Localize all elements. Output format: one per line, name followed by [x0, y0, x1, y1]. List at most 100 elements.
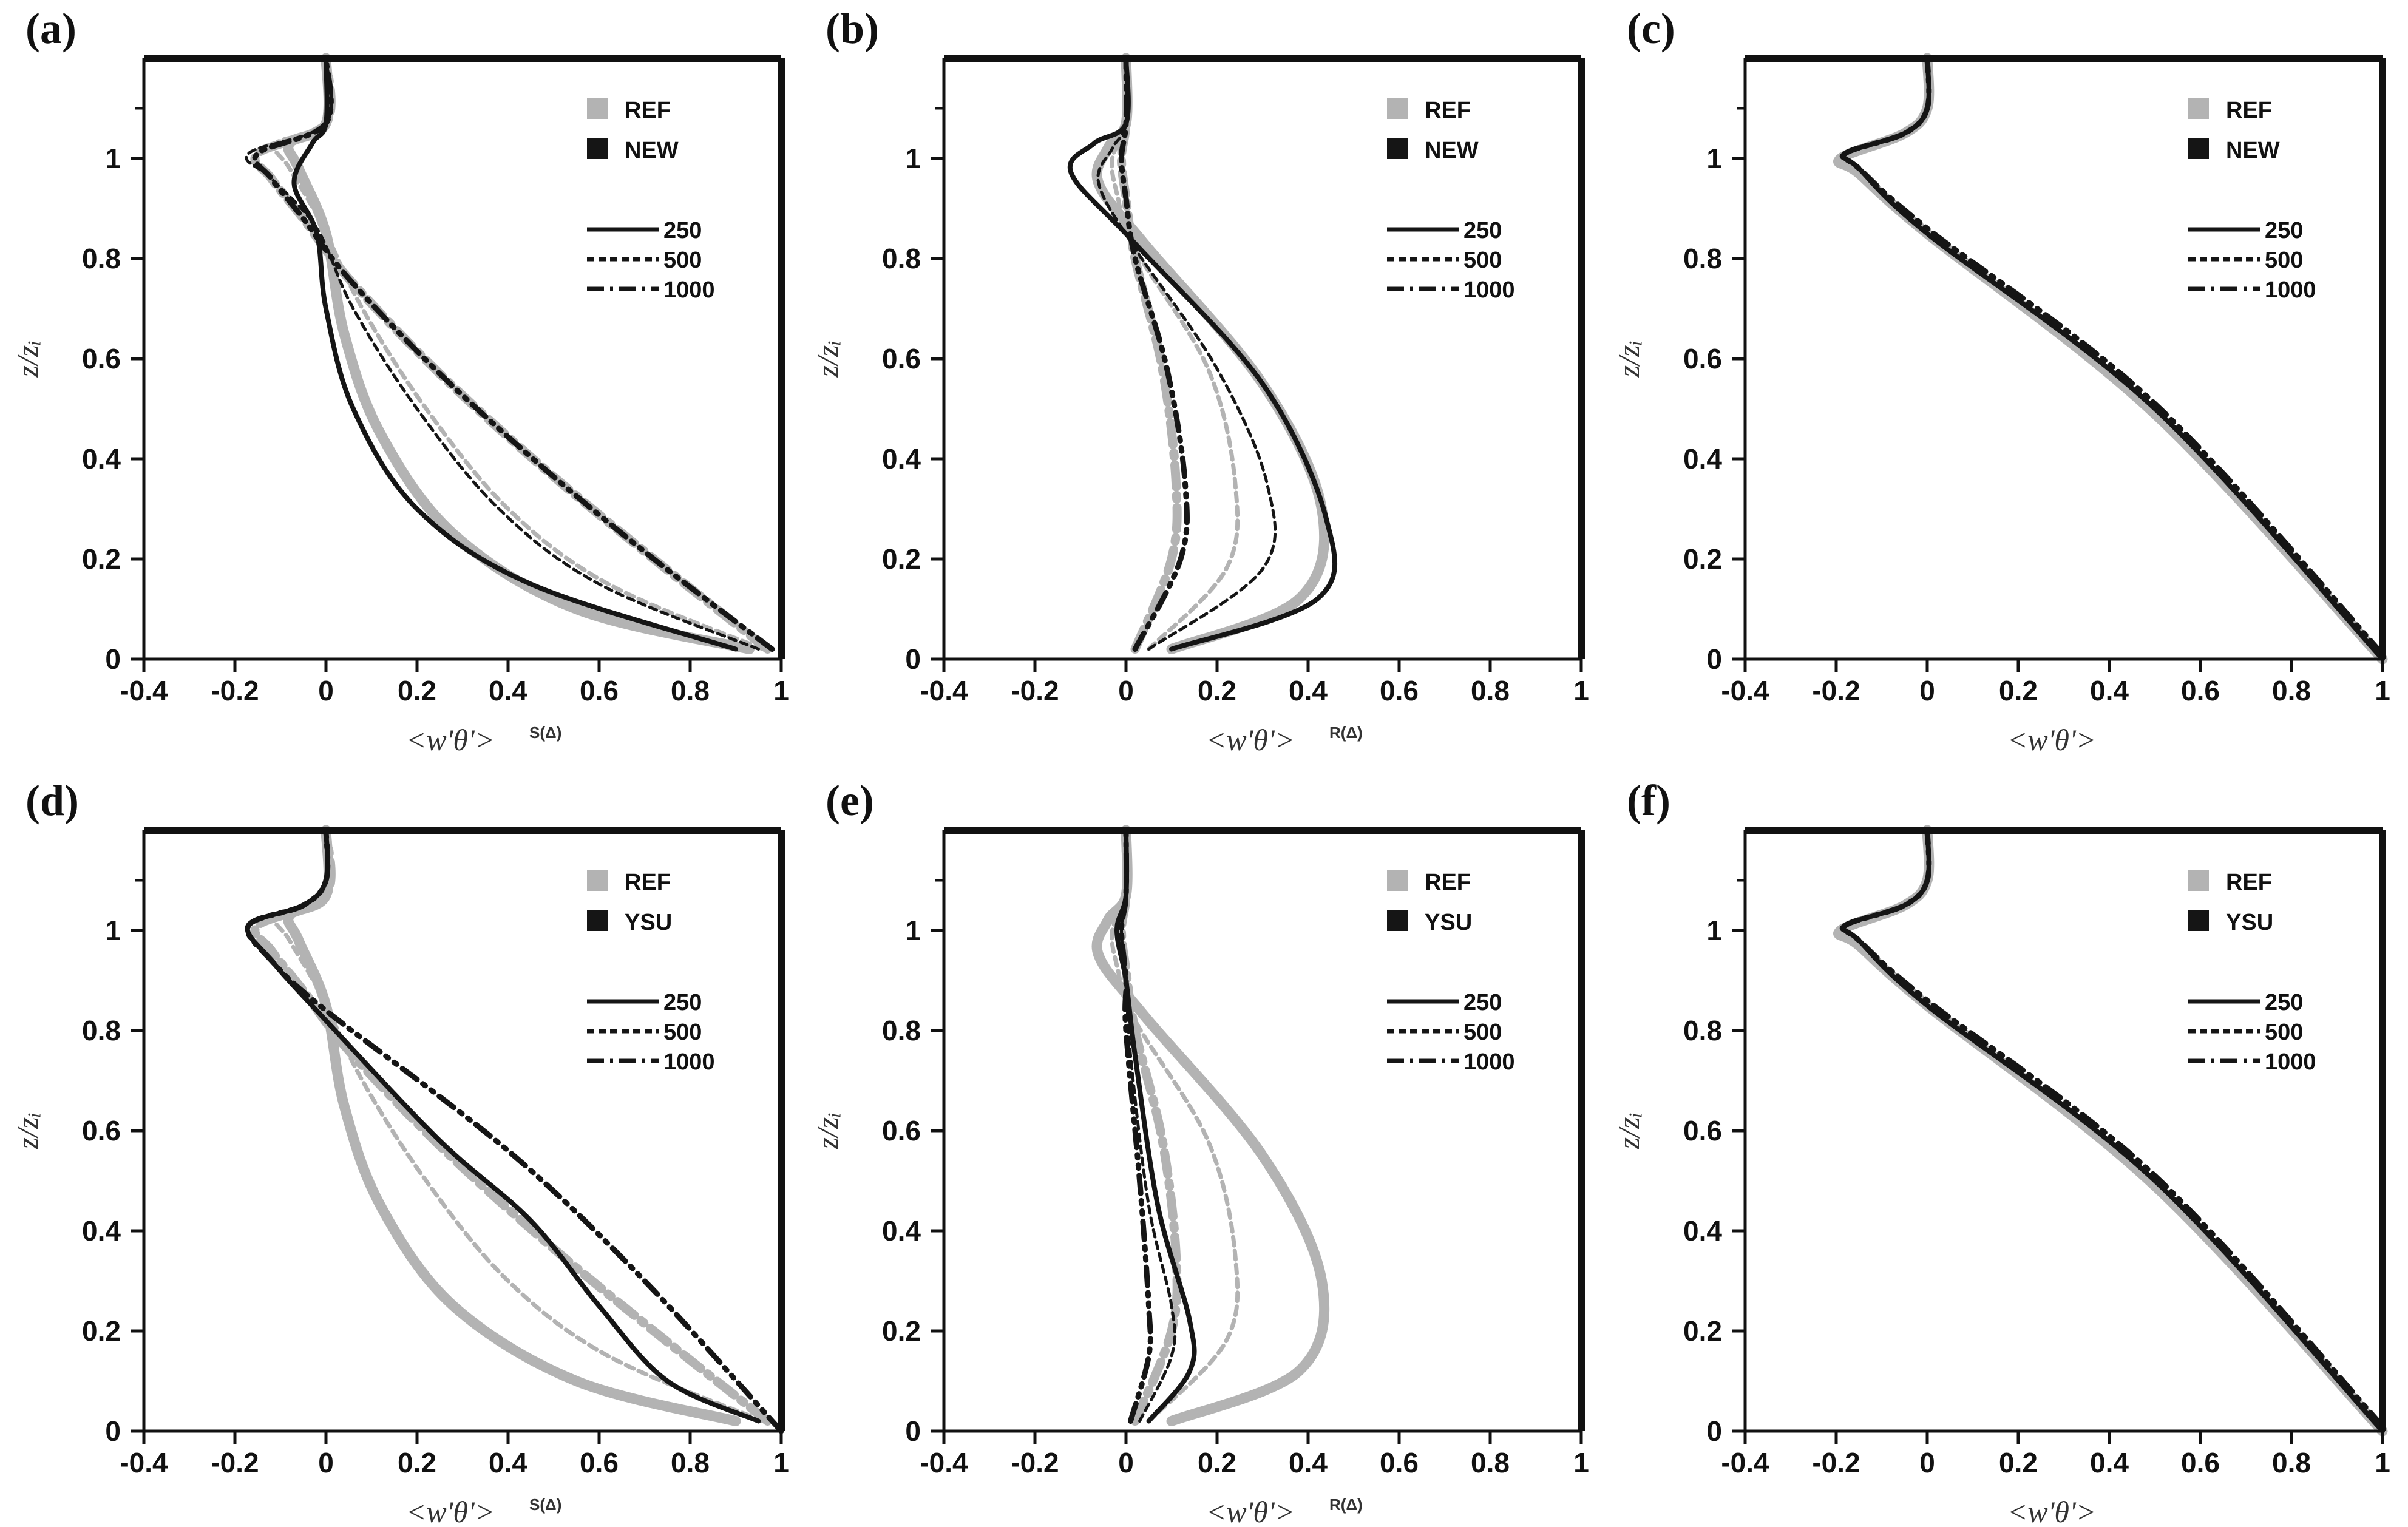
legend-label-ref: REF [2226, 870, 2272, 895]
x-tick-label: 0.6 [1380, 1447, 1419, 1478]
series-line-ref-250 [283, 53, 755, 654]
legend-label-500: 500 [1463, 1020, 1502, 1045]
x-tick-label: 0.2 [1999, 1447, 2038, 1478]
series-line-new-1000 [1839, 827, 2386, 1429]
y-tick-label: 1 [105, 915, 121, 946]
y-axis-title: z/zᵢ [1612, 340, 1646, 378]
x-tick-label: 0.2 [1198, 1447, 1236, 1478]
y-axis-title: z/zᵢ [810, 1112, 844, 1150]
y-tick-label: 0.6 [1683, 343, 1722, 374]
x-tick-label: 0.8 [671, 675, 710, 706]
x-tick-label: -0.2 [1011, 1447, 1059, 1478]
series-line-new-250 [245, 828, 761, 1424]
legend-label-250: 250 [663, 218, 702, 243]
y-tick-label: 0.2 [1683, 1315, 1722, 1347]
y-tick-label: 0.6 [1683, 1115, 1722, 1146]
y-tick-label: 1 [905, 143, 921, 174]
y-tick-label: 0.2 [882, 543, 921, 575]
x-tick-label: 0.2 [1999, 675, 2038, 706]
series-line-ref-1000 [250, 825, 772, 1426]
y-tick-label: 0.8 [882, 1015, 921, 1046]
x-tick-label: -0.4 [120, 675, 168, 706]
series-line-ref-1000 [250, 53, 772, 654]
legend-label-1000: 1000 [1463, 1049, 1515, 1075]
series-line-new-1000 [1119, 55, 1190, 652]
x-axis-title: <w'θ'> [406, 723, 495, 757]
x-tick-label: 1 [1573, 1447, 1589, 1478]
x-tick-label: 0 [318, 675, 334, 706]
series-line-new-500 [1120, 828, 1177, 1423]
legend-label-500: 500 [663, 248, 702, 273]
x-tick-label: 0.6 [2181, 675, 2220, 706]
x-axis-title-superscript: R(Δ) [1329, 1495, 1363, 1514]
series-line-new-250 [291, 56, 738, 652]
x-tick-label: -0.4 [920, 675, 968, 706]
x-tick-label: 0.2 [1198, 675, 1236, 706]
y-tick-label: 0.2 [82, 543, 121, 575]
x-tick-label: 0 [1118, 1447, 1134, 1478]
x-tick-label: 0.4 [2090, 1447, 2129, 1478]
series-line-ref-500 [1110, 56, 1240, 651]
y-tick-label: 0 [105, 1415, 121, 1447]
y-tick-label: 1 [905, 915, 921, 946]
x-tick-label: 0 [318, 1447, 334, 1478]
y-tick-label: 0 [1706, 643, 1722, 675]
series-line-new-250 [1840, 56, 2385, 662]
legend-label-250: 250 [2265, 218, 2303, 243]
x-axis-title: <w'θ'> [2007, 723, 2097, 757]
legend-label-ref: REF [2226, 98, 2272, 123]
x-tick-label: 0.4 [1289, 675, 1328, 706]
x-tick-label: -0.4 [1721, 675, 1769, 706]
legend-label-ref: REF [625, 98, 671, 123]
legend-label-ref: REF [1425, 870, 1471, 895]
panel-label: (f) [1627, 776, 1670, 825]
x-tick-label: 1 [1573, 675, 1589, 706]
x-tick-label: 0.4 [489, 1447, 527, 1478]
legend-label-ref: REF [625, 870, 671, 895]
legend-swatch-new [2188, 910, 2209, 931]
y-axis-title: z/zᵢ [810, 340, 844, 378]
x-tick-label: 0.8 [1471, 675, 1510, 706]
legend-swatch-ref [2188, 870, 2209, 891]
legend-swatch-ref [2188, 98, 2209, 119]
legend-label-new: NEW [1425, 138, 1479, 163]
panel-label: (e) [826, 776, 874, 825]
x-axis-title-superscript: R(Δ) [1329, 723, 1363, 742]
x-tick-label: 0 [1118, 675, 1134, 706]
panel-f: (f) -0.4 -0.2 0 0.2 0.4 0.6 0.8 1 0 0.2 0.4 0.6 0.8 1 <… [1612, 776, 2390, 1527]
legend-swatch-new [587, 910, 608, 931]
legend-swatch-new [2188, 138, 2209, 159]
y-tick-label: 0 [905, 643, 921, 675]
legend-label-1000: 1000 [2265, 277, 2316, 303]
panel-label: (d) [25, 776, 79, 825]
x-tick-label: 0.8 [671, 1447, 710, 1478]
y-axis-title: z/zᵢ [10, 340, 44, 378]
legend-label-1000: 1000 [663, 1049, 715, 1075]
panel-label: (a) [25, 4, 76, 53]
x-tick-label: 0.4 [489, 675, 527, 706]
legend-label-new: YSU [1425, 910, 1472, 935]
series-line-new-500 [245, 56, 760, 651]
series-line-ref-250 [1091, 825, 1330, 1426]
legend-label-250: 250 [1463, 218, 1502, 243]
x-tick-label: 0.6 [2181, 1447, 2220, 1478]
y-tick-label: 0.6 [82, 343, 121, 374]
panel-b: (b) -0.4 -0.2 0 0.2 0.4 0.6 0.8 1 0 0.2 0.4 0.6 0.8 1 <… [810, 4, 1589, 757]
y-tick-label: 0.4 [82, 1215, 121, 1247]
y-tick-label: 0.6 [882, 1115, 921, 1146]
x-tick-label: 0.2 [398, 675, 436, 706]
x-axis-title-superscript: S(Δ) [529, 723, 561, 742]
panel-label: (b) [826, 4, 879, 53]
x-axis-title: <w'θ'> [2007, 1495, 2097, 1527]
series-line-ref-1000 [1117, 53, 1182, 654]
x-tick-label: 1 [2375, 1447, 2390, 1478]
y-tick-label: 1 [105, 143, 121, 174]
x-tick-label: -0.2 [1812, 1447, 1860, 1478]
series-line-new-500 [1096, 56, 1277, 651]
x-tick-label: 0 [1919, 1447, 1935, 1478]
x-tick-label: 0.8 [1471, 1447, 1510, 1478]
series-line-new-250 [1067, 56, 1338, 652]
x-tick-label: 0.8 [2272, 675, 2311, 706]
x-axis-title: <w'θ'> [406, 1495, 495, 1527]
